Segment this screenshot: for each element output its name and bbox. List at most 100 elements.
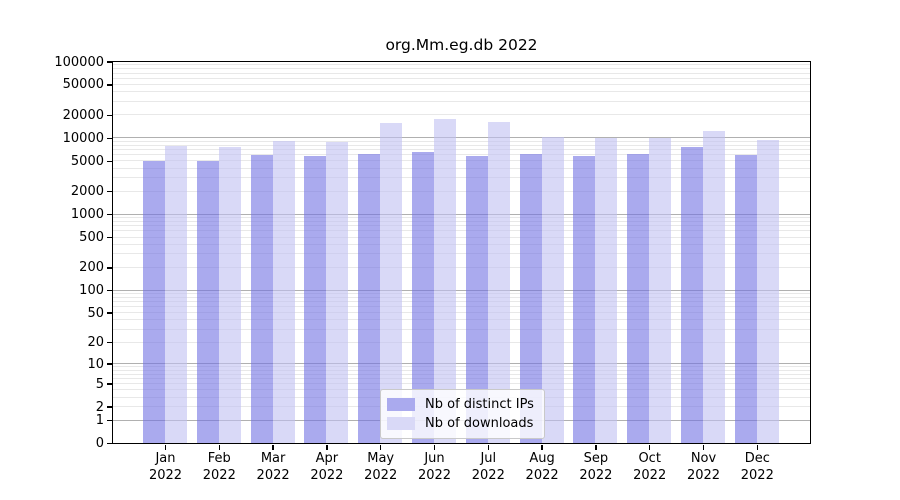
bar-apr-downloads [326, 142, 349, 443]
x-tick-label-nov: Nov 2022 [686, 451, 721, 483]
major-gridline-10 [112, 363, 810, 365]
x-tick-jan [164, 445, 167, 450]
bar-jul-downloads [487, 122, 510, 443]
minor-gridline-800 [112, 220, 810, 222]
bar-nov-downloads [703, 131, 725, 443]
bar-dec-downloads [756, 139, 779, 443]
y-tick-label-5000: 5000 [70, 153, 104, 169]
major-gridline-100 [112, 289, 810, 291]
legend-label-distinct-ips: Nb of distinct IPs [425, 397, 534, 412]
x-tick-may [379, 445, 382, 450]
minor-gridline-2000 [112, 190, 810, 192]
y-tick-label-0: 0 [95, 436, 104, 451]
minor-gridline-40 [112, 319, 810, 321]
x-tick-label-jan: Jan 2022 [148, 451, 183, 483]
x-tick-aug [541, 445, 543, 450]
bar-oct-distinct-ips [627, 153, 650, 443]
minor-gridline-3000 [112, 177, 810, 179]
x-tick-feb [218, 445, 221, 450]
legend-swatch-downloads [387, 417, 415, 430]
y-tick-2 [107, 406, 112, 408]
legend: Nb of distinct IPs Nb of downloads [380, 389, 545, 439]
y-tick-label-5: 5 [95, 376, 104, 392]
minor-gridline-50 [112, 312, 810, 314]
minor-gridline-700 [112, 225, 810, 227]
minor-gridline-7000 [112, 149, 810, 151]
minor-gridline-60000 [112, 77, 810, 79]
minor-gridline-4000 [112, 167, 810, 169]
bar-jun-distinct-ips [412, 151, 434, 443]
y-tick-50 [107, 312, 112, 314]
major-gridline-10000 [112, 137, 810, 139]
x-tick-label-dec: Dec 2022 [740, 451, 774, 483]
bar-may-downloads [380, 123, 403, 443]
bar-feb-distinct-ips [196, 160, 219, 443]
y-tick-10 [107, 363, 112, 365]
minor-gridline-400 [112, 243, 810, 245]
x-tick-label-may: May 2022 [364, 451, 398, 483]
y-tick-100 [107, 289, 112, 292]
y-tick-label-1000: 1000 [70, 207, 104, 223]
minor-gridline-5 [112, 383, 810, 385]
minor-gridline-6000 [112, 154, 810, 156]
bar-jan-downloads [165, 146, 187, 443]
minor-gridline-300 [112, 253, 810, 255]
x-tick-dec [756, 445, 759, 450]
y-tick-5000 [107, 160, 112, 162]
bar-sep-downloads [595, 138, 618, 443]
y-tick-label-2000: 2000 [70, 184, 104, 200]
minor-gridline-8000 [112, 144, 810, 146]
y-tick-200 [107, 267, 112, 269]
minor-gridline-5000 [112, 160, 810, 162]
minor-gridline-600 [112, 230, 810, 232]
minor-gridline-50000 [112, 83, 810, 85]
y-tick-label-2: 2 [95, 399, 104, 415]
minor-gridline-70000 [112, 72, 810, 74]
x-tick-sep [595, 445, 597, 450]
chart-title: org.Mm.eg.db 2022 [385, 36, 538, 54]
bar-aug-distinct-ips [519, 154, 542, 443]
y-tick-0 [107, 442, 112, 445]
minor-gridline-20000 [112, 114, 810, 116]
minor-gridline-6 [112, 378, 810, 380]
minor-gridline-80000 [112, 68, 810, 70]
x-tick-jun [433, 445, 436, 450]
minor-gridline-90000 [112, 64, 810, 66]
minor-gridline-90 [112, 293, 810, 295]
bar-dec-distinct-ips [734, 155, 757, 443]
y-tick-label-50000: 50000 [62, 77, 104, 93]
minor-gridline-20 [112, 341, 810, 343]
x-tick-nov [702, 445, 705, 450]
bar-may-distinct-ips [358, 153, 381, 443]
bar-jan-distinct-ips [143, 161, 165, 443]
y-tick-label-500: 500 [79, 230, 104, 245]
major-gridline-1000 [112, 213, 810, 215]
x-tick-mar [272, 445, 274, 450]
y-tick-2000 [107, 190, 112, 193]
x-tick-label-aug: Aug 2022 [525, 451, 559, 483]
x-tick-oct [648, 445, 651, 450]
legend-swatch-distinct-ips [387, 398, 415, 411]
minor-gridline-7 [112, 373, 810, 375]
minor-gridline-9000 [112, 140, 810, 142]
legend-item-downloads: Nb of downloads [387, 414, 536, 433]
minor-gridline-40000 [112, 91, 810, 93]
y-tick-label-20000: 20000 [62, 107, 104, 123]
minor-gridline-500 [112, 236, 810, 238]
minor-gridline-8 [112, 369, 810, 371]
y-tick-label-1: 1 [95, 413, 104, 429]
y-tick-1000 [107, 213, 112, 216]
minor-gridline-900 [112, 217, 810, 219]
x-tick-jul [487, 445, 490, 450]
bar-aug-downloads [541, 136, 564, 443]
y-tick-50000 [107, 84, 112, 86]
bar-apr-distinct-ips [304, 155, 327, 443]
x-tick-label-jun: Jun 2022 [417, 451, 452, 483]
y-tick-20 [107, 341, 112, 344]
y-tick-label-10: 10 [87, 356, 104, 372]
y-tick-500 [107, 236, 112, 239]
bar-mar-downloads [272, 140, 295, 443]
legend-item-distinct-ips: Nb of distinct IPs [387, 395, 536, 414]
bar-jun-downloads [434, 118, 456, 443]
